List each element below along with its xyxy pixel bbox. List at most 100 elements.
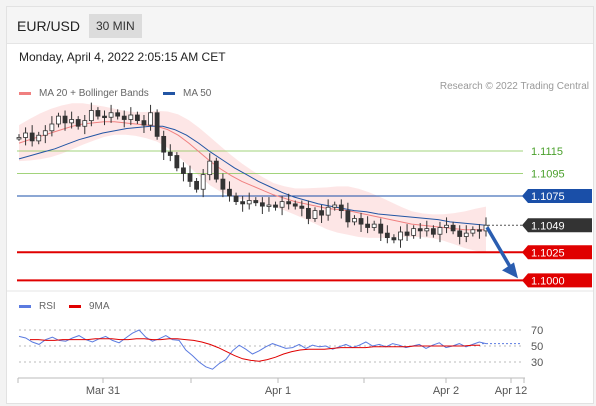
- candle: [437, 227, 443, 235]
- candle: [266, 204, 272, 207]
- candle: [200, 174, 206, 190]
- candle: [42, 130, 48, 136]
- legend-ma20-label: MA 20 + Bollinger Bands: [39, 88, 149, 99]
- level-badge-label: 1.1049: [531, 220, 565, 232]
- legend-rsi: RSI: [19, 301, 56, 312]
- candle: [220, 178, 226, 190]
- symbol-label: EUR/USD: [17, 18, 81, 34]
- rsi-level-label: 70: [531, 325, 543, 337]
- level-badge: [522, 218, 592, 233]
- candle: [417, 228, 423, 232]
- candle: [56, 115, 61, 125]
- candle: [16, 137, 22, 140]
- level-badge-label: 1.1025: [531, 247, 565, 259]
- candle: [240, 201, 246, 205]
- candle: [358, 218, 364, 225]
- ma9-swatch: [69, 305, 81, 308]
- rsi-line: [18, 329, 487, 370]
- level-badge-label: 1.1075: [531, 191, 565, 203]
- candle: [49, 123, 55, 132]
- candle: [187, 173, 193, 182]
- rsi-ma9-line: [30, 338, 480, 362]
- candle: [345, 210, 351, 223]
- legend-ma50: MA 50: [163, 88, 211, 99]
- candle: [424, 228, 430, 232]
- candle: [312, 210, 318, 219]
- candle: [246, 200, 252, 205]
- candle: [470, 229, 476, 234]
- legend-ma20: MA 20 + Bollinger Bands: [19, 88, 149, 99]
- level-badge: [522, 245, 592, 260]
- candle: [384, 232, 390, 239]
- candle: [338, 204, 344, 212]
- candle: [477, 229, 482, 232]
- candle: [404, 231, 410, 236]
- ma20-swatch: [19, 92, 31, 95]
- candle: [62, 115, 68, 124]
- candle: [102, 115, 107, 119]
- x-tick-label: Mar 31: [86, 385, 120, 397]
- chart-card: EUR/USD 30 MIN Monday, April 4, 2022 2:0…: [6, 6, 594, 404]
- candle: [279, 201, 285, 208]
- candle: [69, 119, 75, 124]
- level-label: 1.1095: [531, 169, 565, 181]
- legend-9ma: 9MA: [69, 301, 110, 312]
- candle: [463, 232, 469, 237]
- candle: [128, 114, 134, 120]
- candle: [29, 132, 35, 142]
- candle: [319, 210, 324, 216]
- level-badge: [522, 273, 592, 288]
- candle: [259, 202, 265, 207]
- legend-9ma-label: 9MA: [89, 301, 110, 312]
- legend-ma50-label: MA 50: [183, 88, 212, 99]
- candle: [95, 110, 101, 117]
- ma50-swatch: [163, 92, 175, 95]
- candle: [292, 203, 298, 207]
- credit-label: Research © 2022 Trading Central: [439, 81, 589, 92]
- candle: [75, 119, 81, 127]
- candle: [227, 188, 232, 197]
- candle: [457, 230, 463, 237]
- candle: [88, 110, 94, 122]
- candle: [398, 231, 403, 241]
- timeframe-badge[interactable]: 30 MIN: [89, 14, 142, 38]
- level-badge-label: 1.1000: [531, 275, 565, 287]
- candle: [82, 120, 88, 127]
- candle: [352, 218, 357, 223]
- candle: [181, 167, 186, 174]
- candle: [213, 160, 219, 180]
- ma50-line: [18, 125, 487, 226]
- rsi-swatch: [19, 305, 31, 308]
- candle: [174, 155, 180, 169]
- candle: [154, 112, 160, 137]
- candle: [233, 195, 239, 203]
- candle: [273, 204, 278, 208]
- candle: [253, 200, 259, 204]
- candle: [23, 132, 28, 138]
- candle: [371, 223, 377, 228]
- candle: [161, 135, 167, 153]
- candle: [207, 160, 213, 176]
- rsi-level-label: 50: [531, 341, 543, 353]
- forecast-arrow: [485, 226, 513, 270]
- candle: [194, 180, 199, 190]
- candle: [167, 151, 173, 156]
- candle: [391, 237, 397, 241]
- candle: [121, 115, 127, 120]
- candle: [148, 112, 153, 126]
- x-tick-label: Apr 12: [495, 385, 527, 397]
- rsi-level-label: 30: [531, 357, 543, 369]
- candle: [108, 112, 114, 118]
- candles: [16, 102, 489, 248]
- legend-rsi-label: RSI: [39, 301, 56, 312]
- forecast-arrowhead: [502, 262, 518, 279]
- candle: [36, 134, 42, 142]
- x-tick-label: Apr 2: [433, 385, 459, 397]
- candle: [378, 223, 384, 234]
- candle: [306, 207, 311, 219]
- candle: [325, 206, 331, 216]
- level-label: 1.1115: [531, 146, 563, 158]
- candle: [411, 228, 417, 236]
- candle: [430, 228, 436, 235]
